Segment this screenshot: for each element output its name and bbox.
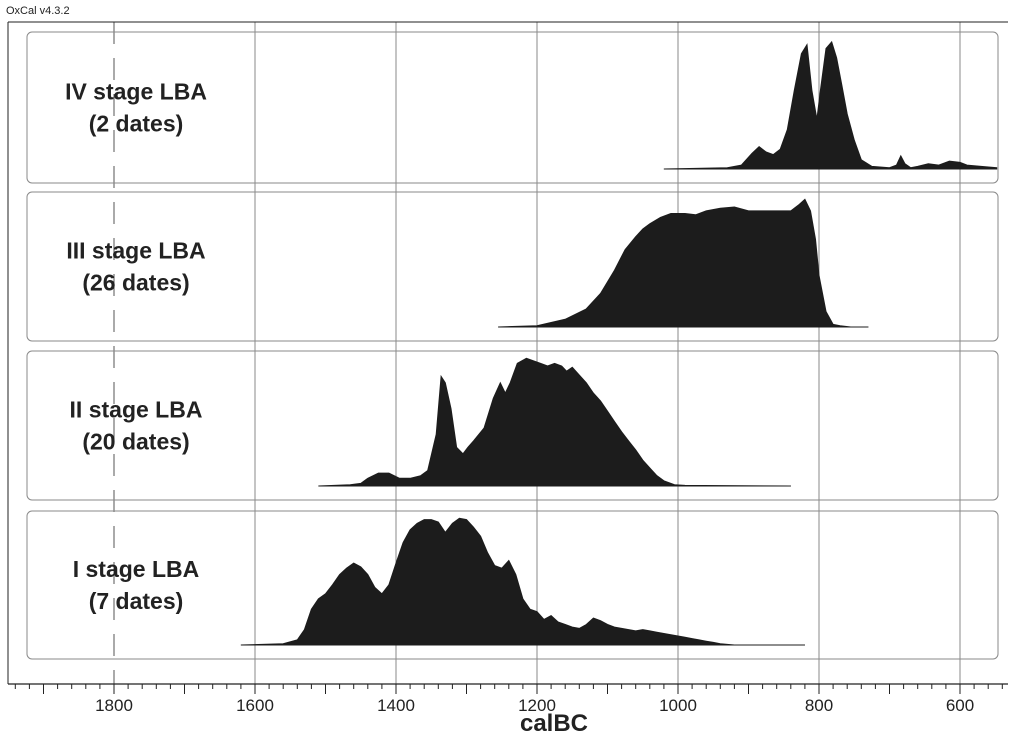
- panel-label: IV stage LBA: [65, 79, 207, 105]
- panel-label: II stage LBA: [70, 397, 203, 423]
- panels: IV stage LBA (2 dates) III stage LBA (26 da…: [26, 31, 999, 660]
- panel-box: [26, 31, 999, 184]
- x-tick-label: 1600: [236, 696, 274, 715]
- panel-box: [26, 510, 999, 660]
- panel-label: (26 dates): [82, 270, 189, 296]
- plot-frame: [7, 21, 1008, 685]
- panel-label: III stage LBA: [66, 238, 205, 264]
- x-tick-label: 600: [946, 696, 974, 715]
- panel-label: (2 dates): [89, 111, 184, 137]
- x-axis-title: calBC: [520, 710, 588, 736]
- distributions: [240, 40, 998, 646]
- x-tick-label: 1800: [95, 696, 133, 715]
- x-tick-label: 800: [805, 696, 833, 715]
- x-axis: 1800 1600 1400 1200 1000 800 600 calBC: [14, 684, 1003, 737]
- panel-label: (20 dates): [82, 429, 189, 455]
- distribution-area: [318, 357, 791, 487]
- panel-label: (7 dates): [89, 588, 184, 614]
- distribution-area: [498, 198, 869, 328]
- x-tick-label: 1200: [518, 696, 556, 715]
- version-label: OxCal v4.3.2: [6, 5, 70, 17]
- panel-box: [26, 350, 999, 501]
- panel-label: I stage LBA: [73, 556, 200, 582]
- x-tick-label: 1400: [377, 696, 415, 715]
- distribution-area: [663, 40, 998, 170]
- distribution-area: [240, 517, 805, 646]
- panel-box: [26, 191, 999, 342]
- x-tick-label: 1000: [659, 696, 697, 715]
